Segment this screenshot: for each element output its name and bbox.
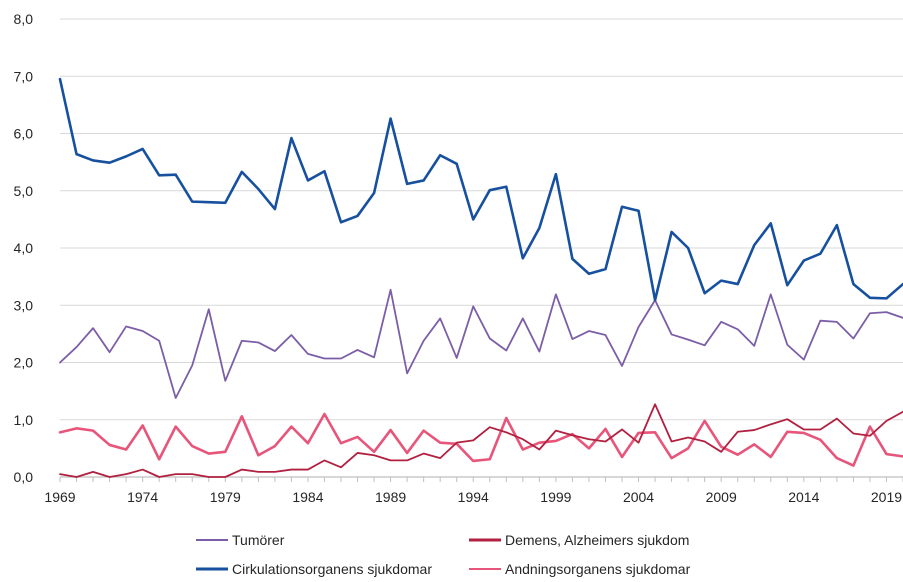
gridlines — [60, 18, 903, 421]
series-line-1 — [59, 403, 903, 478]
series-lines — [58, 77, 903, 478]
series-line-0 — [59, 288, 903, 399]
x-tick-label: 1979 — [210, 489, 241, 505]
x-tick-label: 1999 — [540, 489, 571, 505]
x-tick-label: 1974 — [127, 489, 158, 505]
legend-label: Demens, Alzheimers sjukdom — [505, 532, 689, 548]
y-tick-label: 7,0 — [14, 68, 34, 84]
x-tick-label: 2004 — [623, 489, 654, 505]
y-tick-label: 4,0 — [14, 240, 34, 256]
x-tick-label: 1989 — [375, 489, 406, 505]
legend: Tumörer Demens, Alzheimers sjukdom Cirkula… — [196, 532, 691, 577]
y-tick-label: 1,0 — [14, 412, 34, 428]
series-line-3 — [58, 412, 903, 467]
series-line-2 — [58, 77, 903, 302]
y-tick-label: 6,0 — [14, 126, 34, 142]
x-tick-label: 1984 — [292, 489, 323, 505]
legend-label: Cirkulationsorganens sjukdomar — [232, 561, 432, 577]
x-axis — [59, 476, 903, 482]
x-tick-label: 2009 — [706, 489, 737, 505]
legend-label: Tumörer — [232, 532, 285, 548]
y-tick-label: 0,0 — [14, 469, 34, 485]
y-tick-label: 2,0 — [14, 355, 34, 371]
x-axis-tick-labels: 1969 1974 1979 1984 1989 1994 1999 2004 2009 2014… — [44, 489, 902, 505]
x-tick-label: 2019 — [871, 489, 902, 505]
x-tick-label: 1994 — [458, 489, 489, 505]
x-tick-label: 1969 — [44, 489, 75, 505]
y-tick-label: 5,0 — [14, 183, 34, 199]
y-tick-label: 3,0 — [14, 297, 34, 313]
y-tick-label: 8,0 — [14, 11, 34, 27]
x-tick-label: 2014 — [788, 489, 819, 505]
legend-label: Andningsorganens sjukdomar — [505, 561, 691, 577]
y-axis-tick-labels: 0,0 1,0 2,0 3,0 4,0 5,0 6,0 7,0 8,0 — [14, 11, 34, 485]
